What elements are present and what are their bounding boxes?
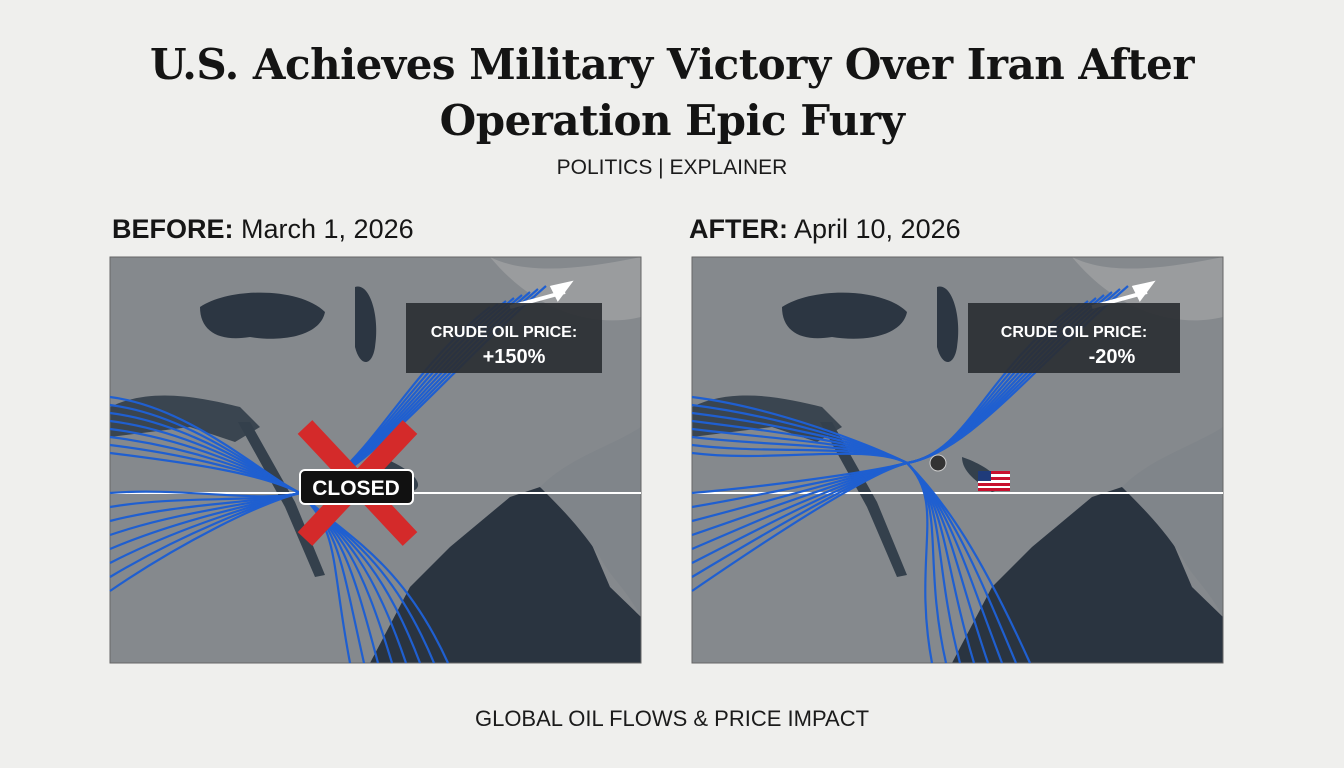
flow-line bbox=[109, 451, 301, 494]
panel-label: AFTER: bbox=[689, 214, 788, 244]
closed-badge bbox=[299, 469, 414, 505]
map-after: CRUDE OIL PRICE: -20% bbox=[691, 256, 1224, 664]
ship-icon bbox=[929, 454, 947, 472]
map-before: CRUDE OIL PRICE: +150% CLOSED bbox=[109, 256, 642, 664]
price-change: +150% bbox=[483, 346, 546, 368]
flow-line bbox=[109, 491, 301, 592]
title-line: Operation Epic Fury bbox=[439, 96, 905, 145]
subtitle: POLITICS | EXPLAINER bbox=[556, 156, 788, 179]
price-box bbox=[406, 303, 602, 373]
panel-label: BEFORE: bbox=[112, 214, 234, 244]
flow-line bbox=[691, 451, 908, 464]
flow-line bbox=[906, 462, 1032, 664]
panel-date: March 1, 2026 bbox=[241, 214, 414, 244]
price-change: -20% bbox=[1089, 346, 1136, 368]
arrow-head bbox=[549, 280, 574, 302]
price-label: CRUDE OIL PRICE: bbox=[1001, 324, 1147, 341]
price-box bbox=[968, 303, 1180, 373]
us-flag bbox=[978, 471, 1010, 491]
panel-heading: AFTER: April 10, 2026 bbox=[689, 214, 961, 245]
panel-date: April 10, 2026 bbox=[794, 214, 961, 244]
arrow-head bbox=[1131, 280, 1156, 302]
price-label: CRUDE OIL PRICE: bbox=[431, 324, 577, 341]
closed-text: CLOSED bbox=[312, 477, 400, 500]
flow-line bbox=[299, 492, 450, 664]
title-line: U.S. Achieves Military Victory Over Iran… bbox=[149, 40, 1195, 89]
flow-line bbox=[691, 461, 908, 592]
footer: GLOBAL OIL FLOWS & PRICE IMPACT bbox=[474, 706, 870, 731]
panel-heading: BEFORE: March 1, 2026 bbox=[112, 214, 414, 245]
